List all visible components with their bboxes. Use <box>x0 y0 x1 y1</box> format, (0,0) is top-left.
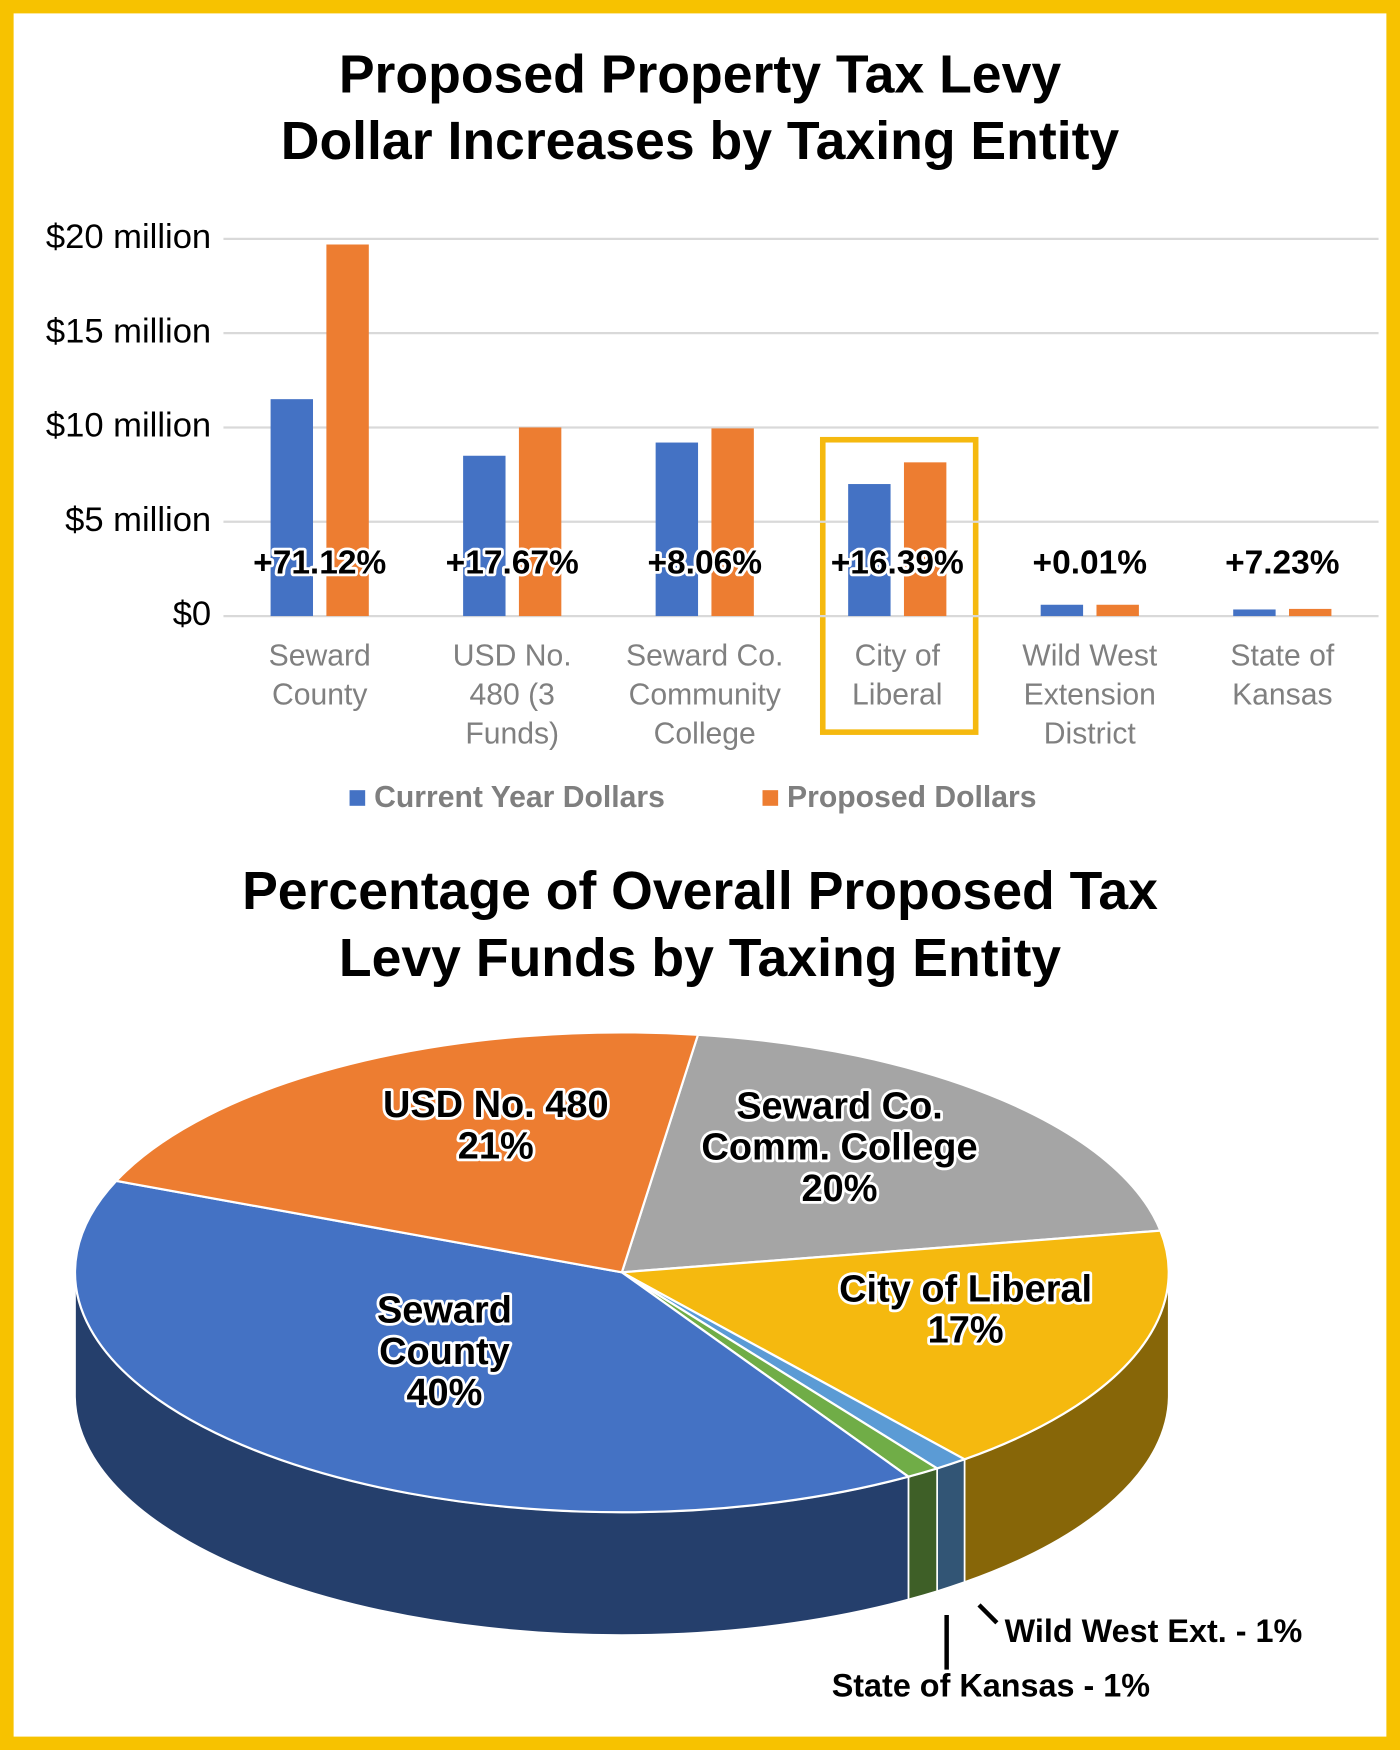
slice-value-label: 1% <box>1103 1667 1150 1703</box>
y-tick-label: $15 million <box>46 312 211 350</box>
pie-title: Percentage of Overall Proposed Tax <box>242 862 1158 921</box>
bar-annotation: +7.23% <box>1225 545 1339 582</box>
highlight-box <box>819 436 979 735</box>
bar-annotation: +8.06% <box>648 545 762 582</box>
y-tick-label: $10 million <box>46 407 211 445</box>
x-tick-label: USD No. 480 (3 Funds) <box>453 639 572 750</box>
bar <box>711 428 754 617</box>
bar-title: Dollar Increases by Taxing Entity <box>281 112 1120 171</box>
bar <box>326 244 369 617</box>
slice-label: Seward Co. Comm. College <box>701 1085 977 1168</box>
slice <box>114 1031 700 1274</box>
bar <box>1096 604 1139 617</box>
slice-label-separator: - <box>1074 1667 1103 1703</box>
bar-annotation: +17.67% <box>446 545 579 582</box>
slice-label-name: State of Kansas <box>832 1667 1075 1703</box>
slice <box>620 1033 1163 1274</box>
bar <box>1233 609 1276 617</box>
bar <box>655 442 699 617</box>
slice-value-label: 1% <box>1256 1612 1303 1648</box>
slice-value-label: 21% <box>458 1125 534 1167</box>
y-tick-label: $5 million <box>65 501 211 539</box>
bar <box>903 462 947 617</box>
legend-label: Proposed Dollars <box>787 781 1036 814</box>
pie-title: Levy Funds by Taxing Entity <box>339 929 1061 988</box>
bar-annotation: +71.12% <box>253 545 386 582</box>
slice-label-separator: - <box>1227 1612 1256 1648</box>
slice-value-label: 17% <box>928 1310 1004 1352</box>
legend-swatch <box>762 790 779 806</box>
bar <box>848 484 891 617</box>
slice-label: Seward County <box>377 1290 512 1373</box>
slice-label: USD No. 480 <box>383 1084 609 1126</box>
y-tick-label: $20 million <box>46 218 211 256</box>
x-tick-label: Seward County <box>269 639 371 711</box>
bar <box>1040 604 1084 617</box>
bar-title: Proposed Property Tax Levy <box>339 45 1062 104</box>
legend-swatch <box>349 790 366 806</box>
slice-label: City of Liberal <box>839 1268 1092 1310</box>
bar-annotation: +16.39% <box>831 545 964 582</box>
slice <box>618 1229 1170 1461</box>
bar <box>270 399 314 617</box>
legend-label: Current Year Dollars <box>374 781 665 814</box>
bar <box>518 427 562 617</box>
bar <box>463 455 506 617</box>
bar <box>1289 608 1332 617</box>
slice-side <box>907 1467 938 1601</box>
x-tick-label: Seward Co. Community College <box>626 639 783 750</box>
slice-label-name: Wild West Ext. <box>1005 1612 1227 1648</box>
x-tick-label: Wild West Extension District <box>1022 639 1158 750</box>
bar-annotation: +0.01% <box>1033 545 1147 582</box>
x-tick-label: City of Liberal <box>852 639 942 711</box>
slice-label: State of Kansas - 1% <box>832 1667 1150 1703</box>
x-tick-label: State of Kansas <box>1230 639 1334 711</box>
leader-line <box>977 1603 999 1625</box>
slice-value-label: 20% <box>802 1168 878 1210</box>
slice-side <box>936 1458 966 1593</box>
slice-value-label: 40% <box>406 1372 482 1414</box>
y-tick-label: $0 <box>173 595 211 633</box>
slice-label: Wild West Ext. - 1% <box>1005 1612 1303 1648</box>
slice <box>73 1179 912 1514</box>
